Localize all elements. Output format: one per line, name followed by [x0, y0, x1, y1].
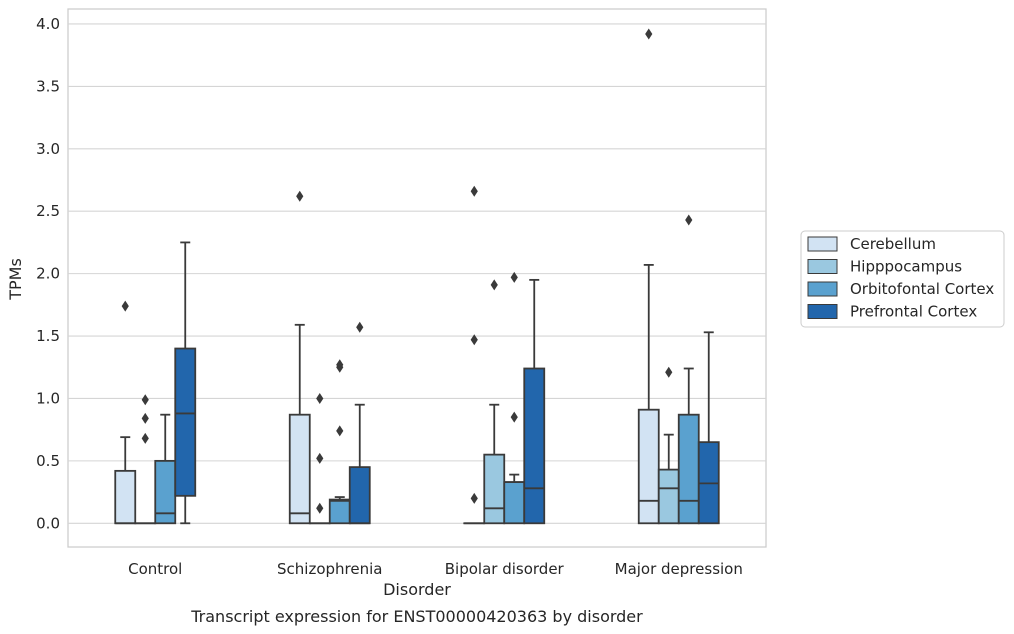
outlier-point [296, 190, 304, 202]
box-group [114, 241, 197, 525]
box-prefrontal-cortex [523, 367, 546, 525]
outlier-point [336, 359, 344, 371]
outlier-point [141, 394, 149, 406]
box-prefrontal-cortex [174, 347, 197, 497]
outlier-point [141, 412, 149, 424]
y-tick-label: 1.0 [36, 389, 60, 407]
box-group [637, 28, 720, 525]
y-tick-label: 2.0 [36, 265, 60, 283]
outlier-point [470, 334, 478, 346]
x-tick-label: Schizophrenia [277, 560, 382, 578]
outlier-point [356, 321, 364, 333]
legend-swatch [807, 304, 838, 319]
box-orbitofontal-cortex [328, 498, 351, 525]
legend-label: Hipppocampus [850, 258, 962, 276]
outlier-point [490, 279, 498, 291]
outlier-point [336, 425, 344, 437]
legend-swatch [807, 281, 838, 297]
box-cerebellum [114, 469, 137, 525]
box-hipppocampus [483, 453, 506, 525]
outlier-point [316, 452, 324, 464]
box-group [288, 190, 371, 525]
outlier-point [685, 214, 693, 226]
box-prefrontal-cortex [348, 466, 371, 525]
legend-frame [800, 230, 1005, 328]
y-tick-label: 3.5 [36, 77, 60, 95]
y-tick-label: 1.5 [36, 327, 60, 345]
box-orbitofontal-cortex [677, 413, 700, 525]
chart-caption: Transcript expression for ENST0000042036… [190, 607, 643, 626]
y-axis-label: TPMs [6, 258, 25, 301]
legend-swatch [807, 259, 838, 274]
box-group [463, 185, 546, 525]
legend-label: Prefrontal Cortex [850, 303, 977, 321]
y-tick-label: 2.5 [36, 202, 60, 220]
y-tick-label: 3.0 [36, 140, 60, 158]
legend-label: Orbitofontal Cortex [850, 280, 994, 298]
outlier-point [510, 411, 518, 423]
legend-label: Cerebellum [850, 235, 936, 253]
y-tick-label: 4.0 [36, 15, 60, 33]
outlier-point [316, 392, 324, 404]
outlier-point [665, 366, 673, 378]
box-cerebellum [637, 408, 660, 525]
box-groups [114, 28, 720, 525]
y-tick-label: 0.5 [36, 452, 60, 470]
outlier-point [510, 271, 518, 283]
x-tick-label: Major depression [615, 560, 743, 578]
outlier-point [141, 432, 149, 444]
box-hipppocampus [657, 468, 680, 525]
x-axis-label: Disorder [383, 580, 451, 599]
outlier-point [121, 300, 129, 312]
y-tick-labels: 0.0 0.5 1.0 1.5 2.0 2.5 3.0 3.5 4.0 [36, 15, 60, 532]
outlier-point [316, 502, 324, 514]
y-tick-label: 0.0 [36, 514, 60, 532]
x-tick-label: Control [128, 560, 182, 578]
legend-swatch [807, 236, 838, 252]
x-tick-labels: Control Schizophrenia Bipolar disorder Majo… [128, 560, 743, 578]
x-tick-label: Bipolar disorder [445, 560, 565, 578]
box-cerebellum [288, 413, 311, 525]
outlier-point [645, 28, 653, 40]
legend: Cerebellum Hipppocampus Orbitofontal Corte… [800, 230, 1005, 328]
outlier-point [470, 185, 478, 197]
outlier-point [470, 492, 478, 504]
box-orbitofontal-cortex [503, 481, 526, 525]
